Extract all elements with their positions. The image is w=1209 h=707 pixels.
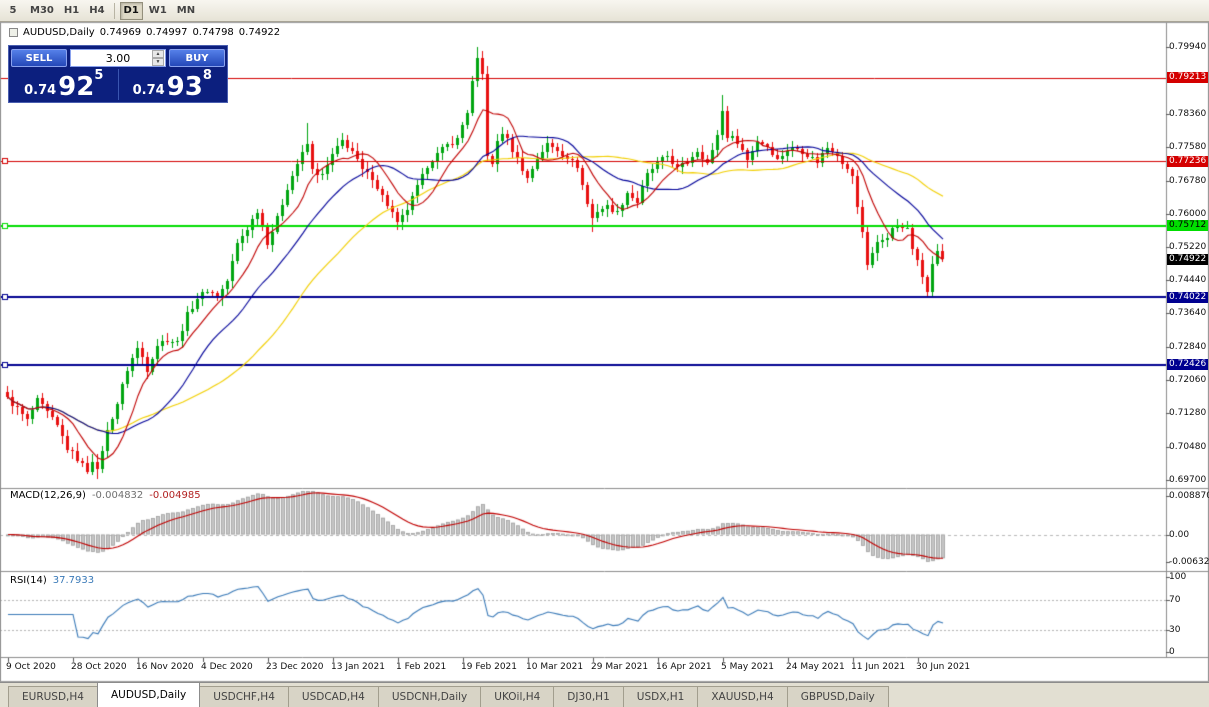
buy-price: 0.74 93 8: [120, 69, 226, 100]
tab-ukoil-h4[interactable]: UKOil,H4: [480, 686, 555, 707]
timeframe-button-h1[interactable]: H1: [60, 2, 83, 20]
tab-eurusd-h4[interactable]: EURUSD,H4: [8, 686, 98, 707]
tab-dj30-h1[interactable]: DJ30,H1: [553, 686, 624, 707]
rsi-indicator-label: RSI(14) 37.7933: [10, 575, 94, 586]
chart-symbol: AUDUSD,Daily: [23, 27, 95, 38]
ohlc-close: 0.74922: [238, 27, 281, 38]
lot-decrease-button[interactable]: ▼: [152, 58, 164, 66]
macd-indicator-label: MACD(12,26,9) -0.004832 -0.004985: [10, 490, 201, 501]
buy-price-pip: 8: [202, 68, 212, 83]
sell-price-prefix: 0.74: [24, 83, 57, 98]
buy-price-big: 93: [166, 71, 203, 102]
timeframe-button-mn[interactable]: MN: [173, 2, 199, 20]
sell-button[interactable]: SELL: [11, 49, 67, 67]
lot-increase-button[interactable]: ▲: [152, 50, 164, 58]
chart-icon: [9, 28, 18, 37]
timeframe-button-m30[interactable]: M30: [26, 2, 58, 20]
ohlc-low: 0.74798: [192, 27, 234, 38]
buy-button[interactable]: BUY: [169, 49, 225, 67]
timeframe-button-w1[interactable]: W1: [145, 2, 171, 20]
tab-audusd-daily[interactable]: AUDUSD,Daily: [96, 682, 201, 707]
timeframe-toolbar: 5 M30 H1 H4 D1 W1 MN: [0, 0, 1209, 22]
sell-price-pip: 5: [94, 68, 104, 83]
lot-spinner: ▲ ▼: [152, 50, 164, 66]
ohlc-open: 0.74969: [99, 27, 142, 38]
sell-price: 0.74 92 5: [11, 69, 117, 100]
tab-usdchf-h4[interactable]: USDCHF,H4: [199, 686, 289, 707]
macd-value-signal: -0.004985: [149, 490, 201, 501]
macd-value-main: -0.004832: [91, 490, 144, 501]
macd-name: MACD(12,26,9): [10, 490, 86, 501]
rsi-name: RSI(14): [10, 575, 47, 586]
sell-price-big: 92: [58, 71, 95, 102]
lot-value: 3.00: [105, 51, 131, 65]
tab-usdx-h1[interactable]: USDX,H1: [622, 686, 699, 707]
tab-gbpusd-daily[interactable]: GBPUSD,Daily: [786, 686, 889, 707]
tab-usdcad-h4[interactable]: USDCAD,H4: [287, 686, 379, 707]
ohlc-high: 0.74997: [146, 27, 188, 38]
chart-ohlc-header: AUDUSD,Daily 0.74969 0.74997 0.74798 0.7…: [9, 27, 280, 38]
buy-price-prefix: 0.74: [132, 83, 165, 98]
chart-tabs-bar: EURUSD,H4 AUDUSD,Daily USDCHF,H4 USDCAD,H4 U…: [0, 682, 1209, 707]
tab-xauusd-h4[interactable]: XAUUSD,H4: [697, 686, 788, 707]
timeframe-button-5[interactable]: 5: [2, 2, 24, 20]
tab-usdcnh-daily[interactable]: USDCNH,Daily: [377, 686, 482, 707]
timeframe-button-h4[interactable]: H4: [85, 2, 108, 20]
toolbar-separator: [113, 2, 115, 19]
one-click-trading-panel: SELL 3.00 ▲ ▼ BUY 0.74 92 5 0.74 93 8: [8, 45, 228, 103]
price-divider: [117, 69, 119, 100]
rsi-value: 37.7933: [52, 575, 95, 586]
lot-size-field[interactable]: 3.00 ▲ ▼: [70, 49, 166, 67]
timeframe-button-d1[interactable]: D1: [119, 1, 143, 20]
